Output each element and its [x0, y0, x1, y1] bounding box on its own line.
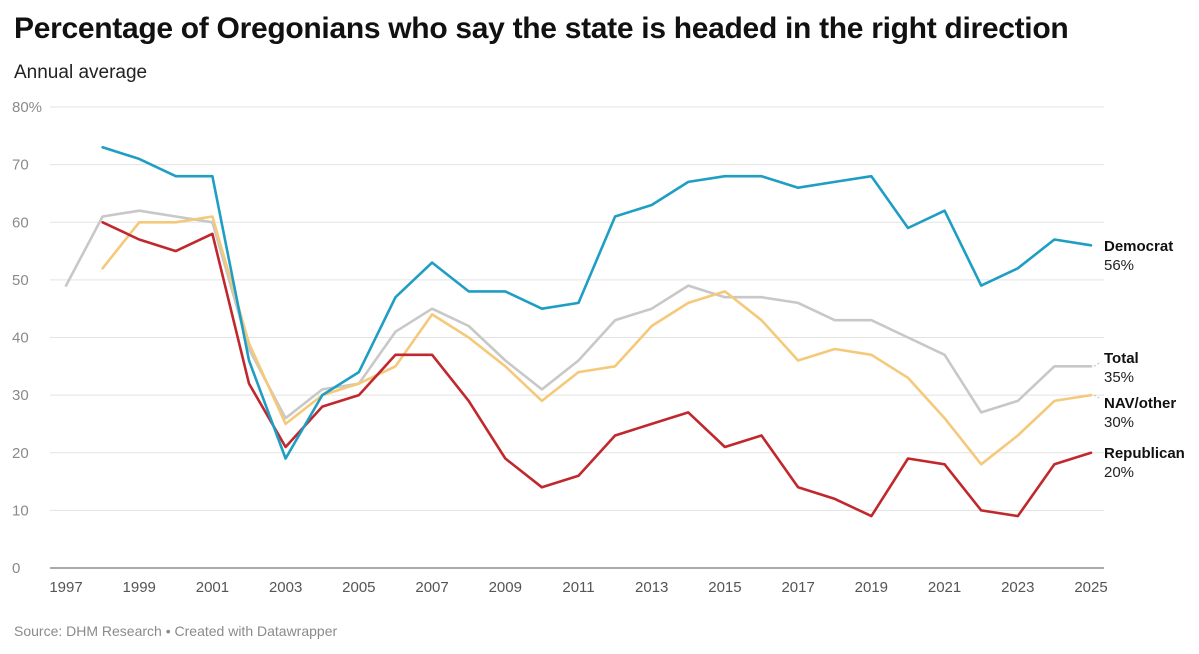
- gridlines: [50, 106, 1104, 569]
- y-axis-ticks: 0 10 20 30 40 50 60 70 80%: [12, 99, 42, 577]
- y-tick-label: 60: [12, 214, 29, 231]
- x-tick-label: 2001: [196, 579, 229, 596]
- x-tick-label: 2005: [342, 579, 375, 596]
- y-tick-label: 80%: [12, 99, 42, 116]
- label-connector-total: [1093, 361, 1102, 367]
- series-labels: Total 35% NAV/other 30% Republican 20% Democra…: [1093, 238, 1185, 481]
- y-tick-label: 0: [12, 560, 20, 577]
- x-tick-label: 2007: [415, 579, 448, 596]
- y-tick-label: 70: [12, 157, 29, 174]
- x-tick-label: 2009: [489, 579, 522, 596]
- y-tick-label: 40: [12, 330, 29, 347]
- y-tick-label: 30: [12, 387, 29, 404]
- x-tick-label: 2021: [928, 579, 961, 596]
- series-line-republican: [101, 221, 1093, 518]
- chart-title: Percentage of Oregonians who say the sta…: [14, 12, 1069, 45]
- series-line-nav-other: [101, 215, 1093, 466]
- label-connector-nav-other: [1093, 394, 1102, 400]
- series-value-democrat: 56%: [1104, 257, 1134, 274]
- x-tick-label: 2011: [562, 579, 594, 596]
- x-axis-ticks: 1997 1999 2001 2003 2005 2007 2009 2011 2013 2015…: [49, 579, 1107, 596]
- y-tick-label: 20: [12, 445, 29, 462]
- series-lines: [64, 146, 1093, 518]
- series-value-total: 35%: [1104, 369, 1134, 386]
- x-tick-label: 2013: [635, 579, 668, 596]
- x-tick-label: 2003: [269, 579, 302, 596]
- y-tick-label: 50: [12, 272, 29, 289]
- chart-subtitle: Annual average: [14, 62, 148, 83]
- series-label-democrat: Democrat: [1104, 238, 1173, 255]
- y-tick-label: 10: [12, 502, 29, 519]
- series-label-republican: Republican: [1104, 445, 1185, 462]
- series-label-total: Total: [1104, 350, 1139, 367]
- x-tick-label: 2017: [781, 579, 814, 596]
- series-value-republican: 20%: [1104, 464, 1134, 481]
- source-note: Source: DHM Research • Created with Data…: [14, 623, 338, 639]
- x-tick-label: 2025: [1074, 579, 1107, 596]
- series-line-total: [64, 209, 1093, 420]
- x-tick-label: 2023: [1001, 579, 1034, 596]
- x-tick-label: 1997: [49, 579, 82, 596]
- x-tick-label: 2015: [708, 579, 741, 596]
- x-tick-label: 2019: [855, 579, 888, 596]
- x-tick-label: 1999: [123, 579, 156, 596]
- series-value-nav-other: 30%: [1104, 414, 1134, 431]
- series-line-democrat: [101, 146, 1093, 460]
- series-label-nav-other: NAV/other: [1104, 395, 1176, 412]
